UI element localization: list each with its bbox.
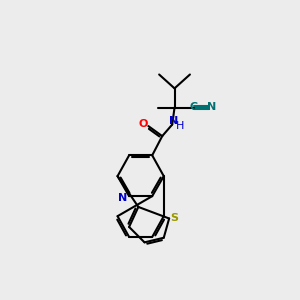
Text: N: N [118, 193, 128, 203]
Text: N: N [207, 102, 216, 112]
Text: O: O [138, 119, 148, 129]
Text: H: H [176, 121, 184, 131]
Text: N: N [169, 116, 178, 126]
Text: S: S [170, 214, 178, 224]
Text: C: C [190, 102, 198, 112]
